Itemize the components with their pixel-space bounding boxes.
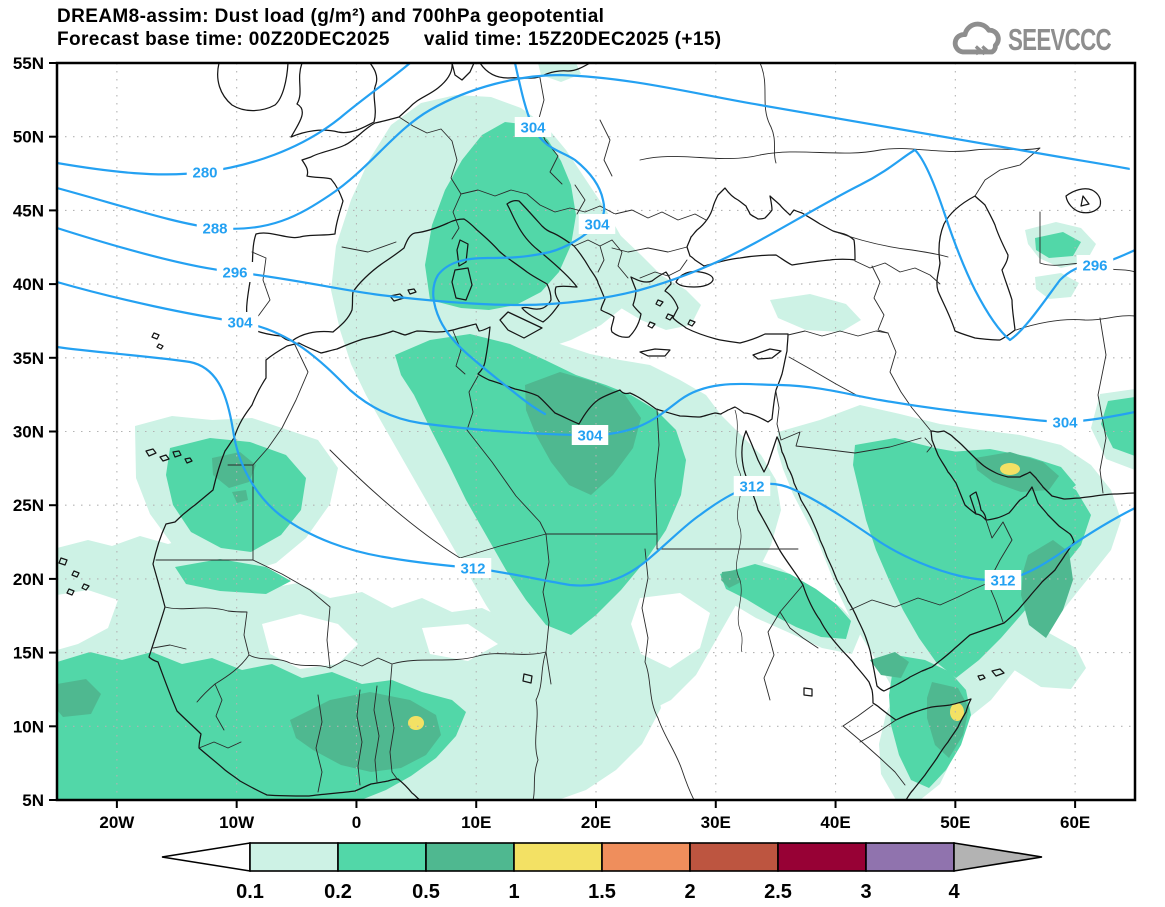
contour-280 <box>57 63 412 176</box>
islands-canary <box>145 448 193 464</box>
contour-312 <box>57 345 1135 587</box>
island-cyprus <box>752 348 782 360</box>
contour-296 <box>57 148 1135 342</box>
coastline-aral <box>1065 188 1102 214</box>
svg-text:4: 4 <box>948 881 960 903</box>
svg-text:3: 3 <box>860 881 871 903</box>
svg-text:304: 304 <box>584 217 610 234</box>
dust-load-colorbar: 0.1 0.2 0.5 1 1.5 2 2.5 3 4 <box>161 842 1043 903</box>
islands-aegean <box>647 299 696 329</box>
svg-text:304: 304 <box>1052 415 1078 432</box>
svg-text:280: 280 <box>192 165 217 182</box>
chart-title: DREAM8-assim: Dust load (g/m²) and 700hP… <box>57 6 605 27</box>
svg-text:20N: 20N <box>13 570 44 589</box>
coastline-ireland <box>217 63 289 112</box>
x-axis: 20W 10W 0 10E 20E 30E 40E 50E 60E <box>99 800 1090 832</box>
svg-text:10W: 10W <box>219 813 255 832</box>
svg-text:30E: 30E <box>701 813 731 832</box>
svg-text:5N: 5N <box>22 791 44 810</box>
svg-text:312: 312 <box>739 479 764 496</box>
lake-tana <box>803 687 813 697</box>
svg-text:20E: 20E <box>581 813 611 832</box>
svg-text:30N: 30N <box>13 423 44 442</box>
cloud-icon <box>952 21 1001 56</box>
svg-text:45N: 45N <box>13 201 44 220</box>
svg-text:20W: 20W <box>99 813 135 832</box>
svg-text:35N: 35N <box>13 349 44 368</box>
coastline-arabia-gulf <box>776 430 1135 692</box>
svg-text:296: 296 <box>222 265 247 282</box>
svg-text:50E: 50E <box>940 813 970 832</box>
svg-text:2.5: 2.5 <box>764 881 792 903</box>
svg-text:40N: 40N <box>13 275 44 294</box>
country-borders <box>152 63 1135 800</box>
svg-text:304: 304 <box>520 120 546 137</box>
island-sardinia <box>451 267 473 301</box>
coastline-europe-africa <box>148 63 789 800</box>
svg-text:15N: 15N <box>13 644 44 663</box>
svg-text:312: 312 <box>990 573 1015 590</box>
island-crete <box>639 348 671 357</box>
svg-text:10E: 10E <box>461 813 491 832</box>
svg-text:2: 2 <box>684 881 695 903</box>
coastline-sinai <box>745 430 778 473</box>
svg-text:1: 1 <box>508 881 519 903</box>
island-corsica <box>456 239 469 267</box>
logo-text: SEEVCCC <box>1008 22 1112 57</box>
svg-text:10N: 10N <box>13 717 44 736</box>
svg-text:312: 312 <box>460 561 485 578</box>
svg-text:55N: 55N <box>13 54 44 73</box>
geopotential-contours <box>57 63 1135 587</box>
coastline-caspian <box>936 195 1016 341</box>
contour-304 <box>57 280 1135 437</box>
svg-text:0.2: 0.2 <box>324 881 352 903</box>
svg-text:60E: 60E <box>1060 813 1090 832</box>
coastline-britain <box>290 63 378 138</box>
svg-text:1.5: 1.5 <box>588 881 616 903</box>
svg-text:25N: 25N <box>13 496 44 515</box>
y-axis: 55N 50N 45N 40N 35N 30N 25N 20N 15N 10N 5N <box>13 54 57 810</box>
svg-text:288: 288 <box>202 221 227 238</box>
island-sicily <box>499 311 543 339</box>
islands-socotra <box>977 668 1005 681</box>
contour-value-labels: 280 288 296 304 304 304 304 312 312 288 296 304 312 <box>186 117 1160 590</box>
svg-text:50N: 50N <box>13 128 44 147</box>
contour-288 <box>57 73 1135 230</box>
coastline-blacksea <box>686 187 856 267</box>
svg-text:0: 0 <box>352 813 361 832</box>
nile-river <box>734 409 743 653</box>
islands-capeverde-bissagos <box>58 332 164 596</box>
svg-text:304: 304 <box>227 315 253 332</box>
svg-text:0.5: 0.5 <box>412 881 440 903</box>
contour-304-europe <box>432 63 606 416</box>
svg-text:40E: 40E <box>820 813 850 832</box>
svg-text:296: 296 <box>1082 258 1107 275</box>
dust-shading-0.5 <box>57 372 1073 772</box>
dust-shading-1 <box>408 463 1020 730</box>
svg-text:304: 304 <box>577 428 603 445</box>
seevccc-logo: SEEVCCC <box>952 20 1151 60</box>
lake-chad <box>522 673 533 684</box>
svg-text:288: 288 <box>1135 163 1160 180</box>
svg-text:0.1: 0.1 <box>236 881 264 903</box>
chart-subtitle-times: Forecast base time: 00Z20DEC2025 valid t… <box>57 29 722 50</box>
